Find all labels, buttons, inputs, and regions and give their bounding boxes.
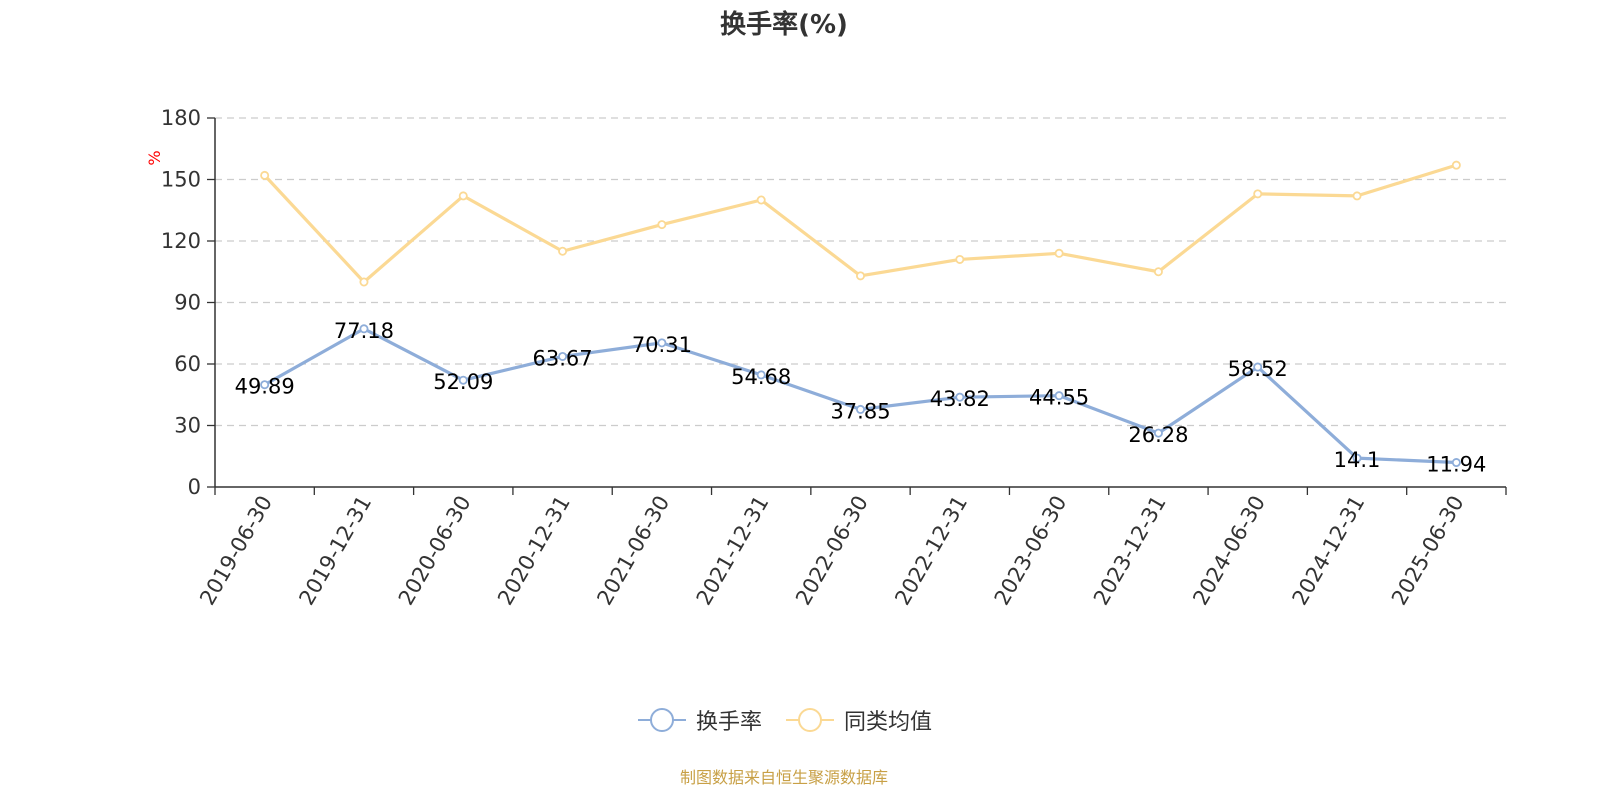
legend-label-peer-average: 同类均值 [844, 710, 933, 735]
x-tick-label: 2019-06-30 [195, 492, 277, 610]
data-point[interactable] [756, 195, 766, 205]
data-label: 43.82 [930, 387, 990, 411]
data-label: 58.52 [1228, 357, 1288, 381]
data-point[interactable] [1054, 248, 1064, 258]
data-labels: 49.89 77.18 52.09 63.67 70.31 54.68 37.85 43.82… [235, 319, 1487, 477]
data-point[interactable] [1054, 391, 1064, 401]
y-tick-label: 90 [174, 291, 201, 315]
data-point[interactable] [1253, 189, 1263, 199]
x-tick-label: 2024-12-31 [1288, 492, 1370, 610]
x-tick-label: 2021-06-30 [592, 492, 674, 610]
x-tick-label: 2025-06-30 [1387, 492, 1469, 610]
data-point[interactable] [955, 254, 965, 264]
data-point[interactable] [1451, 458, 1461, 468]
data-label: 77.18 [334, 319, 394, 343]
legend-line-circle-icon [786, 708, 834, 732]
data-label: 49.89 [235, 375, 295, 399]
data-label: 70.31 [632, 333, 692, 357]
data-label: 54.68 [731, 365, 791, 389]
data-point[interactable] [1153, 428, 1163, 438]
data-point[interactable] [756, 370, 766, 380]
data-point[interactable] [955, 392, 965, 402]
data-label: 11.94 [1426, 453, 1486, 477]
data-point[interactable] [856, 404, 866, 414]
data-point[interactable] [1352, 453, 1362, 463]
y-tick-label: 60 [174, 352, 201, 376]
source-note: 制图数据来自恒生聚源数据库 [679, 768, 888, 787]
data-point[interactable] [657, 338, 667, 348]
data-point[interactable] [558, 351, 568, 361]
y-tick-label: 30 [174, 414, 201, 438]
x-tick-label: 2024-06-30 [1188, 492, 1270, 610]
legend-line-circle-icon [637, 708, 686, 732]
data-label: 26.28 [1128, 423, 1188, 447]
data-point[interactable] [359, 324, 369, 334]
series-line-1 [263, 163, 1457, 284]
data-label: 63.67 [533, 346, 593, 370]
legend-item-turnover[interactable]: 换手率 [636, 704, 762, 736]
data-point[interactable] [558, 246, 568, 256]
data-label: 44.55 [1029, 386, 1089, 410]
data-point[interactable] [657, 220, 667, 230]
data-point[interactable] [1153, 267, 1163, 277]
y-tick-label: 120 [161, 229, 201, 253]
x-tick-label: 2022-06-30 [791, 492, 873, 610]
data-point[interactable] [458, 375, 468, 385]
series-line-0 [263, 327, 1457, 465]
y-axis-unit-label: % [145, 150, 164, 165]
chart-title: 换手率(%) [720, 10, 848, 40]
y-tick-label: 180 [161, 106, 201, 130]
x-tick-label: 2020-06-30 [394, 492, 476, 610]
data-label: 14.1 [1334, 448, 1381, 472]
data-point[interactable] [1352, 191, 1362, 201]
data-point[interactable] [260, 380, 270, 390]
x-tick-label: 2021-12-31 [692, 492, 774, 610]
data-point[interactable] [1253, 362, 1263, 372]
data-label: 52.09 [433, 370, 493, 394]
data-point[interactable] [359, 277, 369, 287]
x-tick-label: 2020-12-31 [493, 492, 575, 610]
x-tick-label: 2019-12-31 [294, 492, 376, 610]
legend-item-peer-average[interactable]: 同类均值 [784, 704, 932, 736]
y-tick-label: 0 [188, 475, 201, 499]
x-tick-label: 2022-12-31 [890, 491, 972, 609]
data-point[interactable] [1451, 160, 1461, 170]
data-point[interactable] [260, 170, 270, 180]
data-point[interactable] [458, 191, 468, 201]
legend: 换手率 同类均值 [0, 704, 1568, 736]
y-tick-label: 150 [161, 168, 201, 192]
x-tick-label: 2023-12-31 [1089, 492, 1171, 610]
data-label: 37.85 [830, 399, 890, 423]
data-point[interactable] [856, 271, 866, 281]
series-lines [260, 160, 1461, 468]
legend-label-turnover: 换手率 [695, 710, 762, 735]
x-tick-label: 2023-06-30 [990, 492, 1072, 610]
